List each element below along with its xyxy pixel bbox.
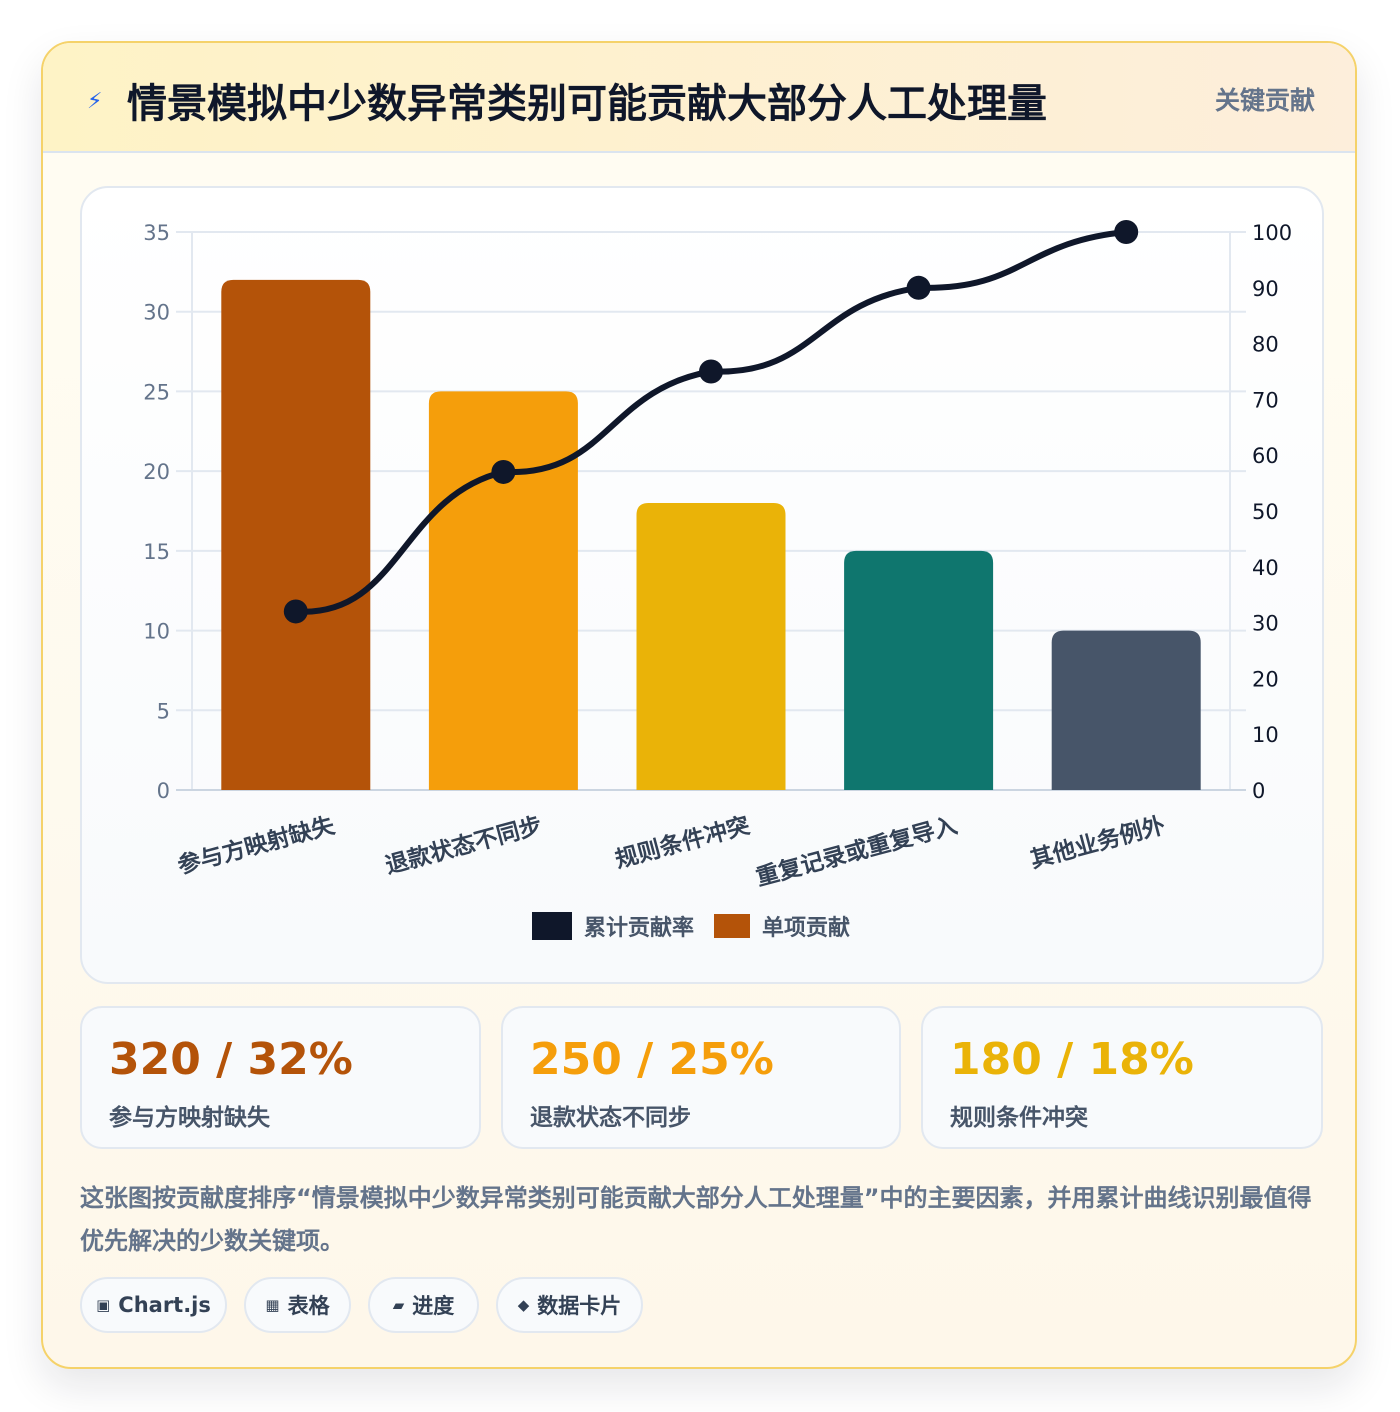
y-right-tick-label: 20 (1252, 667, 1279, 691)
stat-card-3: 180 / 18% 规则条件冲突 (921, 1006, 1323, 1149)
y-right-tick-label: 50 (1252, 500, 1279, 524)
bar-4 (844, 550, 994, 790)
stat-value: 250 / 25% (530, 1034, 774, 1085)
x-tick-label: 规则条件冲突 (612, 812, 752, 874)
x-tick-label: 退款状态不同步 (382, 812, 545, 880)
key-contribution-badge: 关键贡献 (1214, 86, 1315, 115)
chip-chartjs[interactable]: ▣ Chart.js (80, 1277, 227, 1333)
card-header: ⚡ 情景模拟中少数异常类别可能贡献大部分人工处理量 关键贡献 (43, 43, 1355, 153)
y-right-tick-label: 10 (1252, 723, 1279, 747)
lightning-icon: ⚡ (87, 89, 103, 114)
legend-swatch-cumulative (532, 912, 572, 940)
x-tick-label: 重复记录或重复导入 (753, 813, 960, 892)
chip-data-card[interactable]: ◆ 数据卡片 (496, 1277, 643, 1333)
legend-label-single: 单项贡献 (762, 916, 851, 941)
chart-description: 这张图按贡献度排序“情景模拟中少数异常类别可能贡献大部分人工处理量”中的主要因素… (80, 1184, 1312, 1255)
y-left-tick-label: 15 (143, 540, 170, 564)
chip-label: Chart.js (118, 1293, 211, 1317)
cumulative-point-5 (1114, 220, 1139, 244)
bar-3 (636, 503, 786, 790)
chip-label: 数据卡片 (537, 1294, 622, 1318)
y-left-tick-label: 10 (143, 620, 170, 644)
y-left-tick-label: 5 (157, 699, 170, 723)
cumulative-point-3 (699, 359, 723, 384)
bar-2 (428, 391, 578, 790)
diamond-icon: ◆ (517, 1296, 530, 1314)
y-right-tick-label: 40 (1252, 556, 1279, 580)
y-right-tick-label: 80 (1252, 333, 1279, 357)
page-title: 情景模拟中少数异常类别可能贡献大部分人工处理量 (127, 81, 1047, 127)
y-left-tick-label: 35 (143, 221, 170, 245)
chip-progress[interactable]: ▰ 进度 (368, 1277, 479, 1333)
y-right-tick-label: 100 (1252, 221, 1292, 245)
cumulative-point-4 (906, 275, 931, 300)
x-tick-label: 其他业务例外 (1027, 812, 1167, 874)
chart-legend: 累计贡献率 单项贡献 (532, 910, 870, 942)
stat-card-1: 320 / 32% 参与方映射缺失 (80, 1006, 481, 1149)
legend-label-cumulative: 累计贡献率 (584, 916, 695, 941)
legend-swatch-single (714, 914, 751, 938)
progress-icon: ▰ (392, 1296, 405, 1314)
legend-item-single[interactable]: 单项贡献 (714, 910, 850, 942)
stat-card-2: 250 / 25% 退款状态不同步 (501, 1006, 901, 1149)
y-right-tick-label: 90 (1252, 277, 1279, 301)
x-tick-label: 参与方映射缺失 (175, 811, 338, 879)
y-right-tick-label: 60 (1252, 444, 1279, 468)
y-right-tick-label: 0 (1252, 779, 1265, 803)
bar-1 (221, 279, 371, 790)
y-right-tick-label: 30 (1252, 612, 1279, 636)
cumulative-point-2 (491, 459, 516, 484)
stat-value: 320 / 32% (109, 1034, 353, 1085)
pareto-chart: 0 5 10 15 20 25 30 35 0 10 20 30 40 50 60 70 80 90 100 参与方映… (143, 220, 1292, 892)
y-left-tick-label: 20 (143, 460, 170, 484)
legend-item-cumulative[interactable]: 累计贡献率 (532, 910, 694, 942)
chart-icon: ▣ (96, 1296, 111, 1314)
table-icon: ▦ (265, 1296, 280, 1314)
chip-table[interactable]: ▦ 表格 (244, 1277, 351, 1333)
chip-label: 表格 (287, 1294, 330, 1318)
stat-label: 参与方映射缺失 (109, 1105, 270, 1131)
y-left-tick-label: 30 (143, 301, 170, 325)
chip-label: 进度 (412, 1294, 455, 1318)
y-left-tick-label: 25 (143, 380, 170, 404)
stat-value: 180 / 18% (950, 1034, 1194, 1085)
stat-label: 退款状态不同步 (530, 1105, 691, 1131)
stat-label: 规则条件冲突 (950, 1105, 1088, 1131)
chart-panel: 0 5 10 15 20 25 30 35 0 10 20 30 40 50 60 70 80 90 100 参与方映… (80, 186, 1324, 984)
y-right-tick-label: 70 (1252, 388, 1279, 412)
cumulative-point-1 (283, 599, 308, 624)
y-left-tick-label: 0 (157, 779, 170, 803)
bar-5 (1051, 630, 1201, 790)
chart-card: ⚡ 情景模拟中少数异常类别可能贡献大部分人工处理量 关键贡献 0 5 10 15 20 2… (41, 41, 1357, 1369)
